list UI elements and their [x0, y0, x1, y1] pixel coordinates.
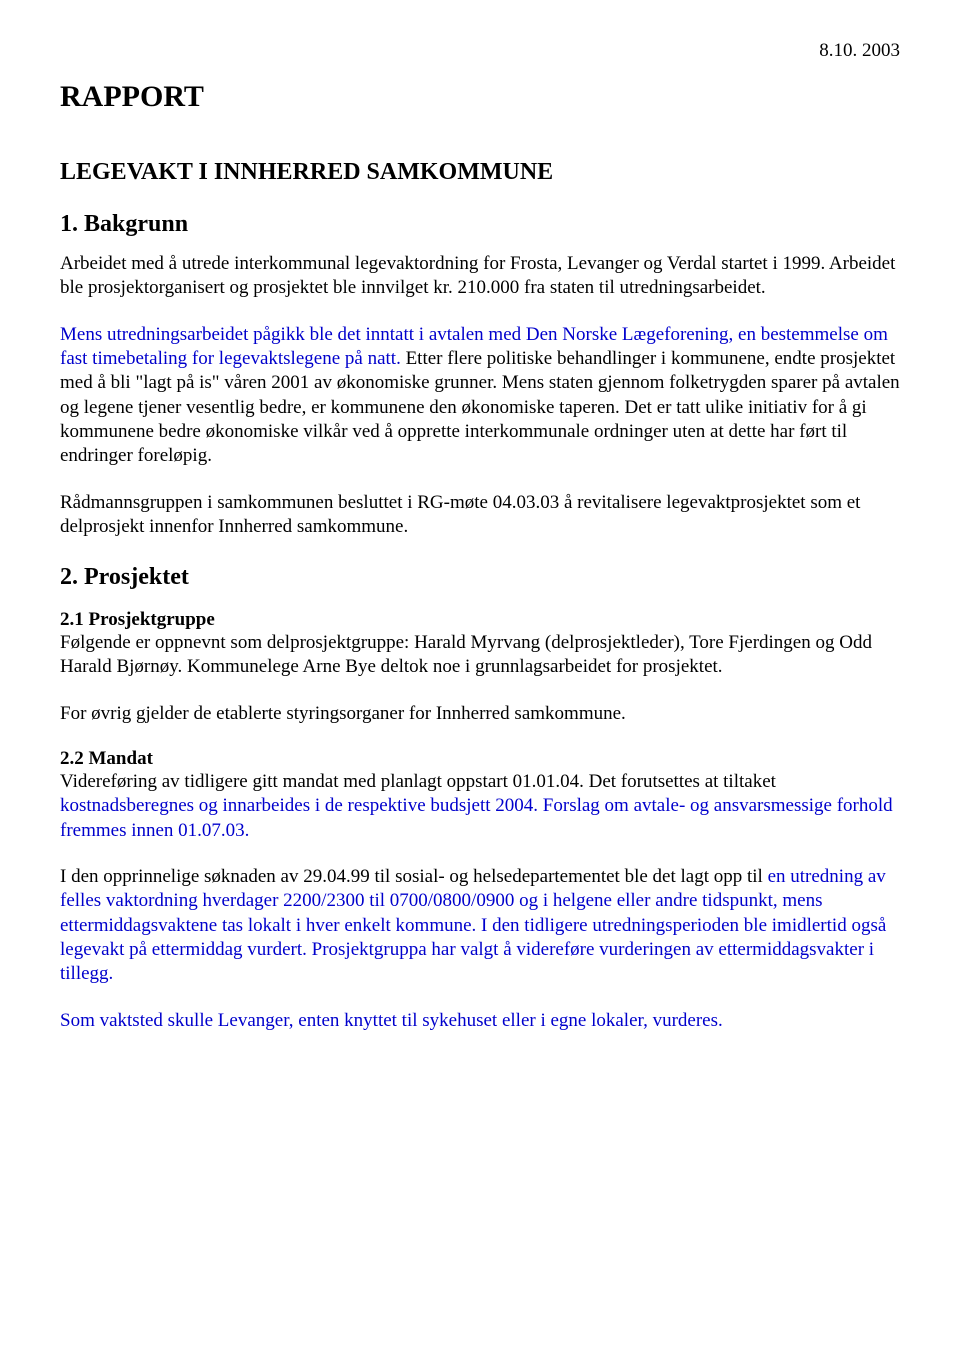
subsection-2-1-paragraph-1: Følgende er oppnevnt som delprosjektgrup… — [60, 632, 872, 677]
document-subtitle: LEGEVAKT I INNHERRED SAMKOMMUNE — [60, 159, 900, 186]
subsection-2-2-paragraph-1: Videreføring av tidligere gitt mandat me… — [60, 771, 893, 841]
subsection-2-2-heading: 2.2 Mandat — [60, 748, 900, 770]
text-span: Videreføring av tidligere gitt mandat me… — [60, 771, 776, 792]
text-span: I den opprinnelige søknaden av 29.04.99 … — [60, 866, 768, 887]
subsection-2-2: 2.2 Mandat Videreføring av tidligere git… — [60, 748, 900, 843]
section-1-heading: 1. Bakgrunn — [60, 211, 900, 238]
subsection-2-2-paragraph-2: I den opprinnelige søknaden av 29.04.99 … — [60, 865, 900, 987]
subsection-2-2-paragraph-3: Som vaktsted skulle Levanger, enten knyt… — [60, 1009, 900, 1033]
section-2-heading: 2. Prosjektet — [60, 564, 900, 591]
section-1-paragraph-2: Mens utredningsarbeidet pågikk ble det i… — [60, 323, 900, 469]
document-page: 8.10. 2003 RAPPORT LEGEVAKT I INNHERRED … — [0, 0, 960, 1073]
document-date: 8.10. 2003 — [60, 40, 900, 62]
subsection-2-1-heading: 2.1 Prosjektgruppe — [60, 609, 900, 631]
subsection-2-1-paragraph-2: For øvrig gjelder de etablerte styringso… — [60, 702, 900, 726]
blue-text-span: kostnadsberegnes og innarbeides i de res… — [60, 795, 893, 840]
section-1-paragraph-1: Arbeidet med å utrede interkommunal lege… — [60, 252, 900, 301]
section-1-paragraph-3: Rådmannsgruppen i samkommunen besluttet … — [60, 491, 900, 540]
document-title: RAPPORT — [60, 80, 900, 114]
subsection-2-1: 2.1 Prosjektgruppe Følgende er oppnevnt … — [60, 609, 900, 680]
